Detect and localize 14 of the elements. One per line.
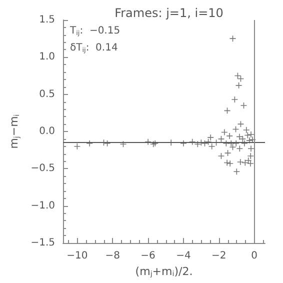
x-tick-label: −4 (176, 250, 191, 262)
y-tick-label: −1.5 (30, 238, 55, 248)
y-tick-label: −0.5 (30, 163, 55, 174)
y-tick-label: 1.0 (39, 52, 55, 63)
y-tick-label: 0.0 (39, 126, 55, 137)
y-tick-label: 0.5 (39, 88, 55, 100)
chart-title: Frames: j=1, i=10 (114, 6, 224, 20)
y-tick-label: −1.0 (30, 200, 55, 212)
x-tick-label: −10 (66, 250, 88, 262)
x-tick-label: −8 (105, 250, 120, 262)
x-tick-label: −2 (212, 250, 226, 262)
x-tick-label: 0 (251, 250, 258, 262)
y-tick-label: 1.5 (39, 14, 55, 26)
x-tick-label: −6 (140, 250, 156, 262)
